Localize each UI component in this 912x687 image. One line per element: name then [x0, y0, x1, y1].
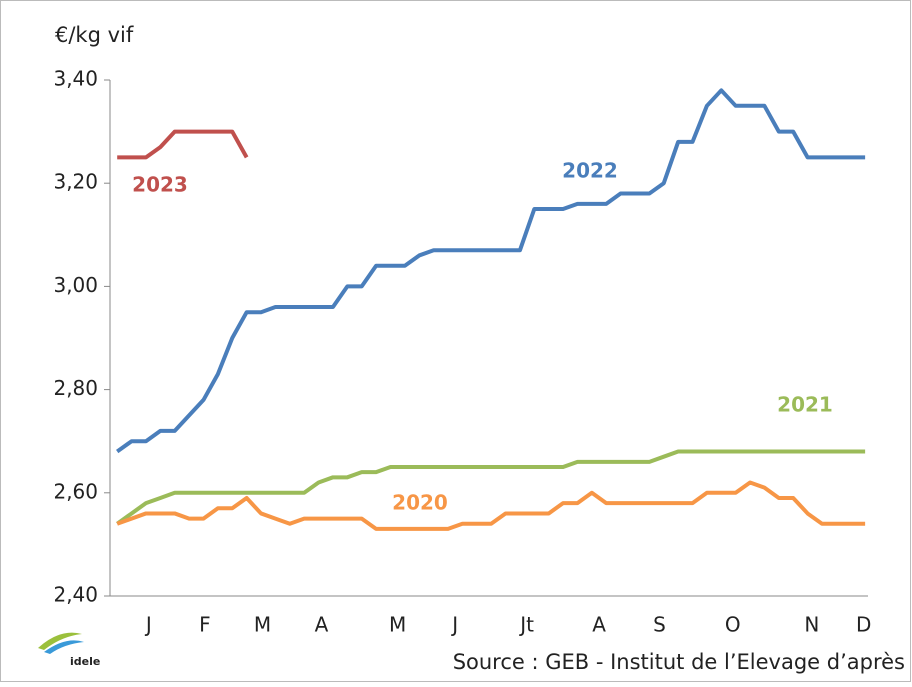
source: Source : GEB - Institut de l’Elevage d’a…	[453, 650, 905, 674]
x-tick-label: J	[450, 613, 458, 637]
series-line	[116, 88, 866, 454]
logo-swoosh	[38, 632, 82, 650]
x-tick-label: Jt	[518, 613, 534, 637]
y-tick-label: 3,20	[53, 170, 98, 194]
y-tick-label: 2,80	[53, 376, 98, 400]
logo-swoosh	[44, 640, 84, 654]
series-line	[116, 449, 866, 526]
y-axis-label: €/kg vif	[55, 23, 134, 47]
x-tick-label: S	[653, 613, 666, 637]
x-tick-label: D	[856, 613, 871, 637]
y-tick-label: 3,00	[53, 273, 98, 297]
series-line	[117, 129, 249, 160]
x-tick-label: A	[315, 613, 329, 637]
y-tick-label: 2,60	[53, 479, 98, 503]
y-tick-label: 3,40	[53, 67, 98, 91]
x-tick-label: J	[144, 613, 152, 637]
series-line	[116, 480, 866, 531]
x-tick-label: M	[389, 613, 406, 637]
logo-text: idele	[70, 655, 100, 668]
x-tick-label: M	[254, 613, 271, 637]
series-label: 2021	[777, 393, 833, 417]
x-tick-label: F	[199, 613, 211, 637]
x-tick-label: N	[804, 613, 819, 637]
x-tick-label: A	[592, 613, 606, 637]
x-tick-label: O	[725, 613, 741, 637]
y-tick-label: 2,40	[53, 583, 98, 607]
series-label: 2023	[132, 173, 188, 197]
logo: idele	[38, 632, 100, 668]
series-label: 2022	[562, 159, 618, 183]
series-label: 2020	[392, 491, 448, 515]
